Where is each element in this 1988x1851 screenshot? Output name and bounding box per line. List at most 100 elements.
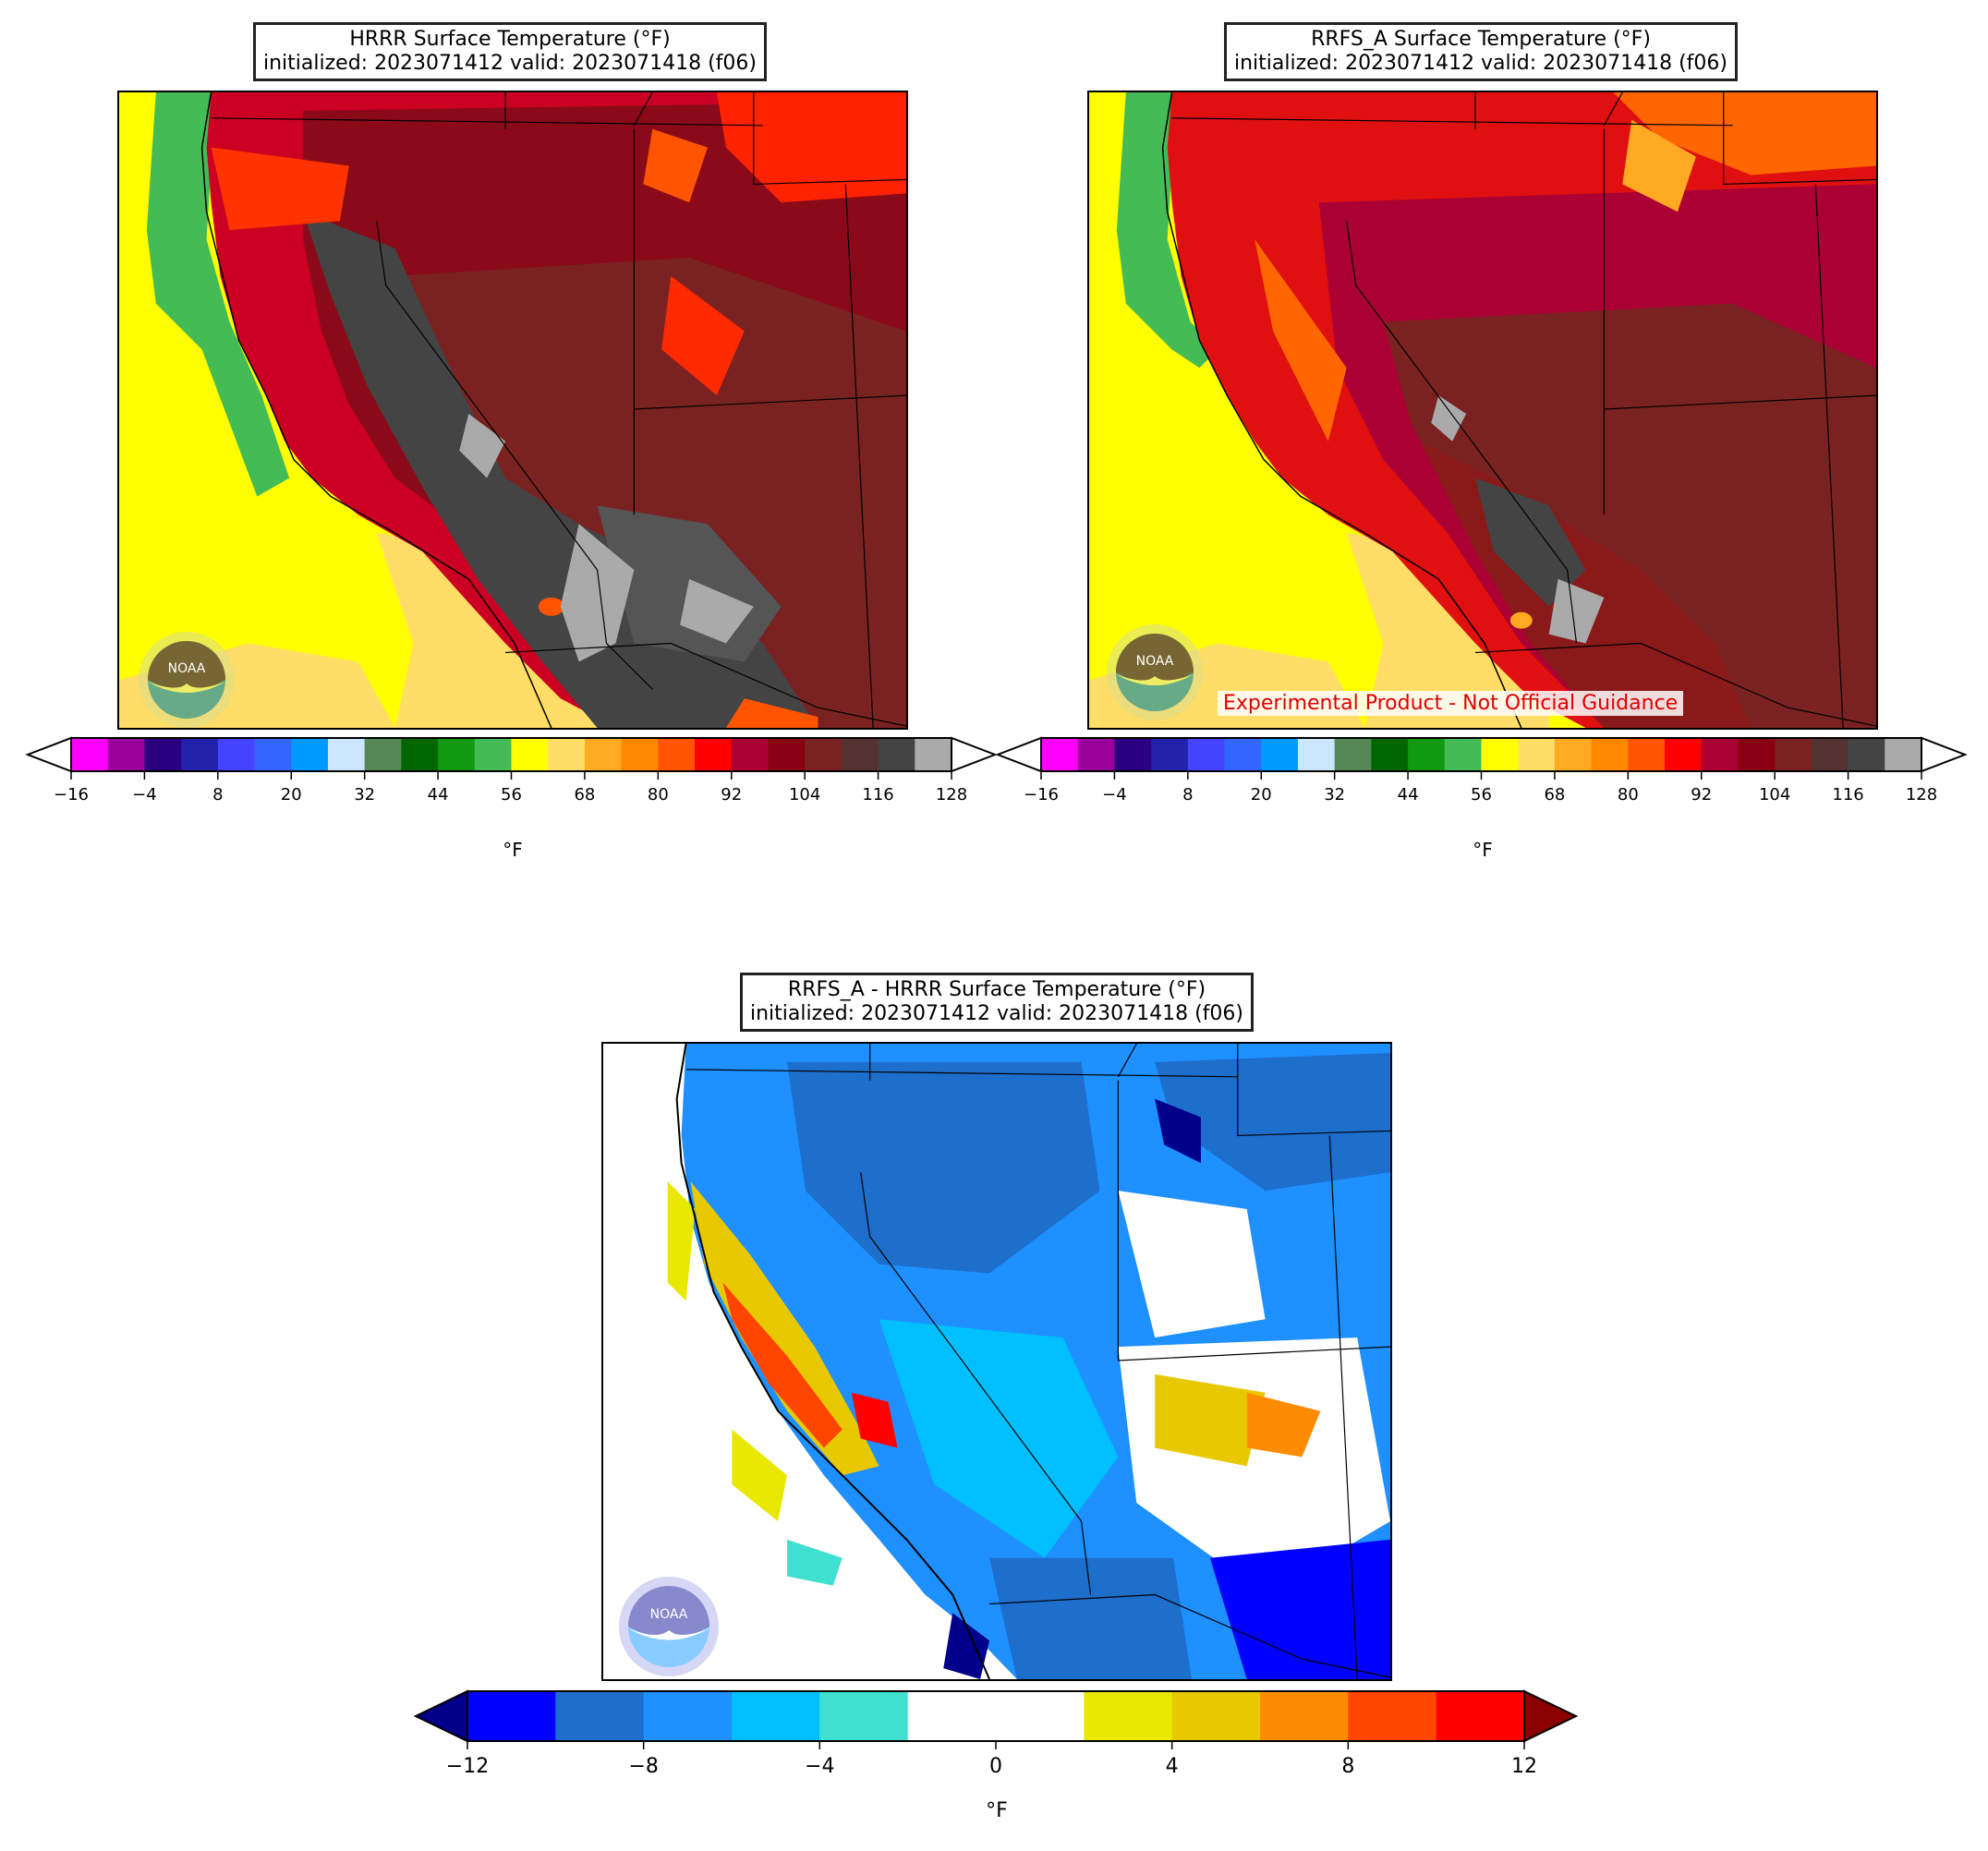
rrfs-noaa-logo: NOAA bbox=[1090, 621, 1219, 724]
rrfs-cbar-tick-label: 116 bbox=[1832, 785, 1864, 805]
rrfs-cbar-tick-label: 20 bbox=[1250, 785, 1272, 805]
diff-cbar-swatch bbox=[732, 1691, 820, 1741]
diff-title-line2: initialized: 2023071412 valid: 202307141… bbox=[750, 1002, 1243, 1025]
hrrr-cbar-swatch bbox=[217, 738, 256, 771]
hrrr-cbar-swatch bbox=[805, 738, 842, 771]
diff-cbar-swatch bbox=[1348, 1691, 1437, 1741]
rrfs-cbar-over-extend bbox=[1921, 736, 1968, 773]
hrrr-cbar-swatch bbox=[658, 738, 696, 771]
diff-colorbar-svg bbox=[413, 1689, 1579, 1749]
diff-cbar-swatch bbox=[467, 1691, 556, 1741]
rrfs-cbar-swatch bbox=[1628, 738, 1666, 771]
hrrr-cbar-swatch bbox=[584, 738, 623, 771]
diff-title: RRFS_A - HRRR Surface Temperature (°F) i… bbox=[740, 973, 1254, 1032]
rrfs-cbar-swatch bbox=[1554, 738, 1593, 771]
hrrr-cbar-swatch bbox=[254, 738, 292, 771]
diff-colorbar bbox=[413, 1689, 1580, 1749]
rrfs-cbar-swatch bbox=[1665, 738, 1703, 771]
rrfs-logo-text: NOAA bbox=[1136, 654, 1174, 669]
hrrr-cbar-tick-label: 80 bbox=[647, 785, 669, 805]
rrfs-cbar-swatch bbox=[1701, 738, 1739, 771]
rrfs-cbar-tick-label: −4 bbox=[1102, 785, 1127, 805]
diff-colorbar-unit: °F bbox=[986, 1799, 1008, 1822]
hrrr-cbar-over-extend bbox=[951, 736, 998, 773]
hrrr-cbar-tick-label: 92 bbox=[721, 785, 743, 805]
hrrr-cbar-swatch bbox=[768, 738, 806, 771]
rrfs-cbar-swatch bbox=[1224, 738, 1262, 771]
hrrr-cbar-tick-label: 68 bbox=[574, 785, 596, 805]
rrfs-cbar-under-extend bbox=[995, 736, 1042, 773]
rrfs-cbar-swatch bbox=[1518, 738, 1556, 771]
rrfs-cbar-swatch bbox=[1334, 738, 1372, 771]
rrfs-cbar-swatch bbox=[1187, 738, 1226, 771]
hrrr-cbar-tick-label: 8 bbox=[212, 785, 224, 805]
hrrr-colorbar-svg bbox=[25, 736, 998, 780]
diff-cbar-swatch bbox=[1436, 1691, 1525, 1741]
diff-cbar-tick-label: 4 bbox=[1165, 1755, 1179, 1778]
diff-cbar-swatch bbox=[996, 1691, 1085, 1741]
hrrr-cbar-tick-label: −4 bbox=[132, 785, 157, 805]
rrfs-cbar-tick-label: 80 bbox=[1617, 785, 1639, 805]
hrrr-cbar-swatch bbox=[438, 738, 476, 771]
hrrr-cbar-swatch bbox=[71, 738, 109, 771]
diff-cbar-tick-label: 8 bbox=[1341, 1755, 1355, 1778]
rrfs-cbar-tick-label: 68 bbox=[1544, 785, 1566, 805]
diff-cbar-tick-label: −12 bbox=[445, 1755, 490, 1778]
hrrr-map bbox=[117, 91, 908, 730]
rrfs-cbar-tick-label: 8 bbox=[1182, 785, 1194, 805]
rrfs-cbar-tick-label: 56 bbox=[1471, 785, 1492, 805]
diff-cbar-swatch bbox=[907, 1691, 997, 1741]
hrrr-cbar-swatch bbox=[621, 738, 659, 771]
hrrr-map-svg bbox=[119, 92, 906, 728]
diff-cbar-swatch bbox=[1260, 1691, 1349, 1741]
hrrr-cbar-swatch bbox=[291, 738, 329, 771]
hrrr-colorbar bbox=[25, 736, 998, 783]
hrrr-cbar-tick-label: 116 bbox=[862, 785, 894, 805]
rrfs-cbar-swatch bbox=[1408, 738, 1446, 771]
rrfs-colorbar bbox=[995, 736, 1968, 783]
diff-cbar-tick-label: 0 bbox=[989, 1755, 1002, 1778]
rrfs-cbar-tick-label: −16 bbox=[1024, 785, 1059, 805]
hrrr-colorbar-unit: °F bbox=[503, 839, 523, 861]
hrrr-cbar-tick-label: 104 bbox=[788, 785, 821, 805]
hrrr-cbar-swatch bbox=[731, 738, 769, 771]
rrfs-cbar-swatch bbox=[1885, 738, 1922, 771]
hrrr-cbar-swatch bbox=[144, 738, 182, 771]
hrrr-cbar-tick-label: 128 bbox=[935, 785, 968, 805]
hrrr-cbar-swatch bbox=[107, 738, 145, 771]
hrrr-title-line1: HRRR Surface Temperature (°F) bbox=[349, 28, 671, 51]
rrfs-cbar-swatch bbox=[1481, 738, 1519, 771]
diff-map bbox=[601, 1042, 1392, 1681]
hrrr-cbar-swatch bbox=[181, 738, 219, 771]
hrrr-title: HRRR Surface Temperature (°F) initialize… bbox=[253, 22, 767, 81]
diff-cbar-swatch bbox=[1171, 1691, 1261, 1741]
rrfs-title: RRFS_A Surface Temperature (°F) initiali… bbox=[1224, 22, 1738, 81]
rrfs-cbar-tick-label: 92 bbox=[1691, 785, 1713, 805]
rrfs-cbar-tick-label: 44 bbox=[1397, 785, 1419, 805]
rrfs-cbar-tick-label: 128 bbox=[1905, 785, 1938, 805]
hrrr-cbar-swatch bbox=[364, 738, 402, 771]
rrfs-cbar-swatch bbox=[1371, 738, 1409, 771]
hrrr-cbar-swatch bbox=[841, 738, 879, 771]
diff-cbar-over-extend bbox=[1523, 1689, 1579, 1743]
hrrr-cbar-swatch bbox=[401, 738, 439, 771]
rrfs-cbar-tick-label: 104 bbox=[1758, 785, 1791, 805]
hrrr-cbar-tick-label: 20 bbox=[280, 785, 302, 805]
noaa-logo-icon: NOAA bbox=[139, 632, 235, 728]
diff-cbar-swatch bbox=[555, 1691, 645, 1741]
rrfs-cbar-tick-label: 32 bbox=[1324, 785, 1346, 805]
rrfs-cbar-swatch bbox=[1297, 738, 1336, 771]
hrrr-cbar-tick-label: 44 bbox=[427, 785, 449, 805]
hrrr-cbar-swatch bbox=[548, 738, 586, 771]
rrfs-cbar-swatch bbox=[1775, 738, 1812, 771]
hrrr-noaa-logo: NOAA bbox=[122, 628, 251, 732]
diff-noaa-logo: NOAA bbox=[604, 1572, 733, 1681]
diff-logo-text: NOAA bbox=[650, 1607, 688, 1622]
rrfs-title-line1: RRFS_A Surface Temperature (°F) bbox=[1311, 28, 1651, 51]
diff-map-svg bbox=[603, 1044, 1390, 1679]
hrrr-cbar-tick-label: −16 bbox=[54, 785, 89, 805]
hrrr-cbar-swatch bbox=[474, 738, 512, 771]
hrrr-title-line2: initialized: 2023071412 valid: 202307141… bbox=[263, 52, 757, 75]
rrfs-cbar-swatch bbox=[1114, 738, 1152, 771]
rrfs-cbar-swatch bbox=[1591, 738, 1629, 771]
